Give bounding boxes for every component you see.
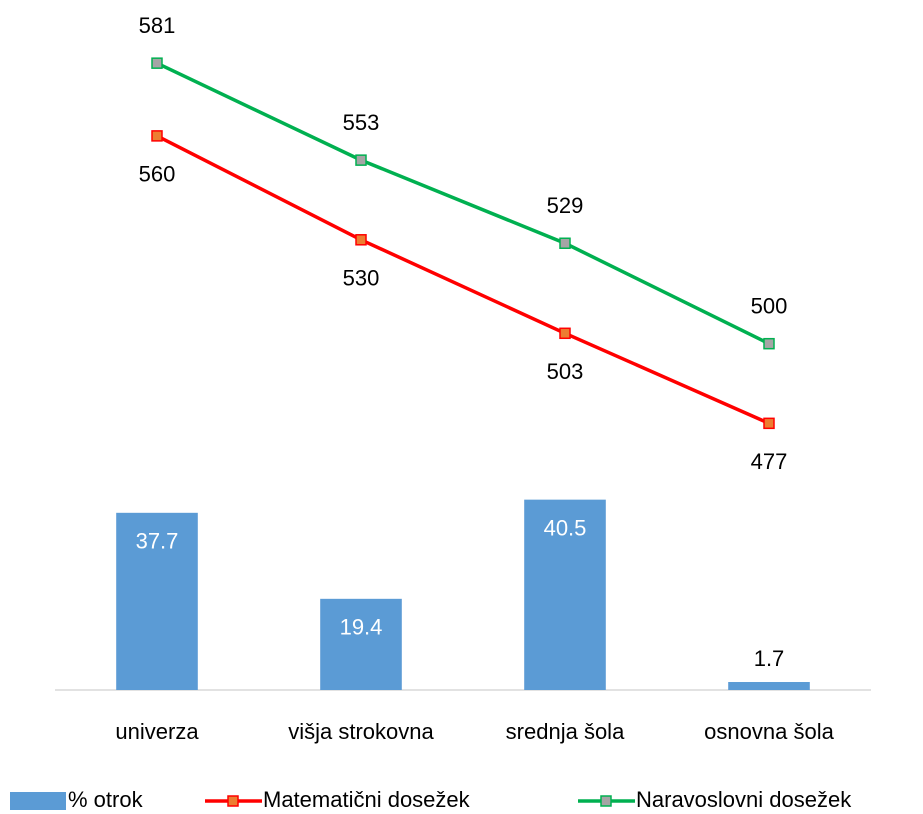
legend-marker: [600, 795, 612, 807]
marker: [763, 337, 775, 350]
legend-marker: [227, 795, 239, 807]
bar: [320, 598, 402, 690]
legend-label: % otrok: [68, 787, 144, 812]
marker: [763, 417, 775, 430]
line: [156, 134, 770, 425]
x-tick-label: osnovna šola: [704, 719, 834, 744]
data-label: 503: [547, 359, 584, 384]
line: [156, 61, 770, 346]
legend-label: Matematični dosežek: [263, 787, 471, 812]
data-label: 477: [751, 449, 788, 474]
data-label: 37.7: [136, 529, 179, 554]
data-label: 1.7: [754, 646, 785, 671]
data-label: 529: [547, 193, 584, 218]
x-tick-label: srednja šola: [506, 719, 625, 744]
marker: [559, 327, 571, 340]
marker: [151, 57, 163, 69]
data-label: 560: [139, 162, 176, 187]
x-tick-label: višja strokovna: [288, 719, 434, 744]
bar: [524, 499, 606, 690]
legend-swatch: [10, 792, 66, 810]
bar: [728, 682, 810, 690]
data-label: 530: [343, 266, 380, 291]
data-label: 553: [343, 110, 380, 135]
marker: [355, 234, 367, 246]
data-label: 19.4: [340, 615, 383, 640]
data-label: 40.5: [544, 515, 587, 540]
marker: [151, 130, 163, 142]
marker: [355, 154, 367, 166]
legend-label: Naravoslovni dosežek: [636, 787, 852, 812]
data-label: 581: [139, 13, 176, 38]
x-tick-label: univerza: [115, 719, 199, 744]
marker: [559, 237, 571, 250]
bar: [116, 512, 198, 690]
data-label: 500: [751, 293, 788, 318]
